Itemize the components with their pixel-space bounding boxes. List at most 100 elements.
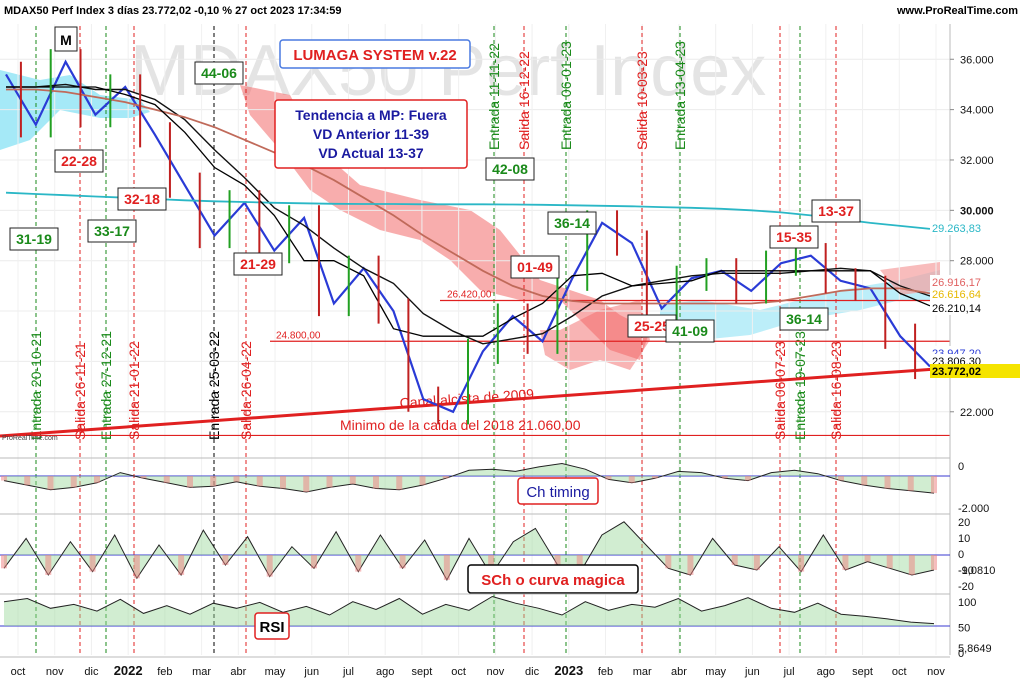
trend-line2: VD Anterior 11-39 — [313, 126, 429, 142]
x-tick-label: 2022 — [114, 663, 143, 678]
event-label: Entrada 20-10-21 — [28, 331, 44, 440]
x-tick-label: mar — [192, 666, 211, 678]
trend-box — [274, 99, 468, 169]
indicator-line — [3, 595, 935, 625]
count-box-label: 42-08 — [492, 161, 528, 177]
x-tick-label: jun — [303, 666, 319, 678]
event-label: Entrada 19-07-23 — [792, 331, 808, 440]
x-tick-label: oct — [451, 666, 466, 678]
event-label: Salida 26-11-21 — [72, 342, 88, 440]
indicator-area — [4, 596, 934, 626]
count-box — [194, 61, 244, 85]
indicator-label-box — [517, 477, 599, 505]
count-box-label: 31-19 — [16, 231, 52, 247]
m-box — [54, 26, 78, 52]
price-tag-label: 26.210,14 — [932, 303, 981, 315]
x-tick-label: jun — [744, 666, 760, 678]
x-tick-label: oct — [11, 666, 26, 678]
count-box — [54, 149, 104, 173]
indicator-tick-label: 0 — [958, 461, 964, 473]
price-tag-bg — [930, 275, 1020, 289]
header-site[interactable]: www.ProRealTime.com — [896, 5, 1018, 17]
count-box — [811, 199, 861, 223]
count-box — [510, 255, 560, 279]
event-label: Entrada 25-03-22 — [206, 331, 222, 440]
count-box-label: 36-14 — [554, 215, 590, 231]
pink-cloud-right — [880, 262, 940, 295]
x-tick-label: dic — [525, 666, 540, 678]
price-tag-label: 26.916,17 — [932, 277, 981, 289]
x-axis: oct nov dic 2022 feb mar abr may jun jul ago sept oc… — [0, 656, 950, 678]
count-box — [233, 252, 283, 276]
trend-line1: Tendencia a MP: Fuera — [295, 107, 447, 123]
y-tick-label: 34.000 — [960, 105, 994, 117]
indicator-tick-label: 0 — [958, 648, 964, 660]
x-tick-label: abr — [671, 666, 687, 678]
indicator-tick-label: -2.000 — [958, 503, 989, 515]
count-box — [117, 187, 167, 211]
indicator-area — [4, 521, 934, 580]
count-box-label: 01-49 — [517, 259, 553, 275]
y-tick-label: 36.000 — [960, 54, 994, 66]
level-label-24800: 24.800,00 — [276, 330, 321, 341]
count-box — [9, 227, 59, 251]
annotation-labels: LUMAGA SYSTEM v.22 Tendencia a MP: Fuera V… — [54, 26, 471, 169]
small-logo: ProRealTime.com — [2, 435, 58, 442]
indicator-tick-label: 50 — [958, 623, 970, 635]
indicator-label: Ch timing — [526, 484, 589, 501]
indicator-tick-label: -10 — [958, 565, 974, 577]
event-label: Entrada 11-11-22 — [486, 43, 502, 150]
event-label: Entrada 06-01-23 — [558, 41, 574, 150]
x-tick-label: dic — [84, 666, 99, 678]
event-label: Salida 26-04-22 — [238, 341, 254, 440]
x-tick-label: jul — [783, 666, 795, 678]
count-box-label: 13-37 — [818, 203, 854, 219]
x-tick-label: nov — [927, 666, 945, 678]
price-tag-bg — [930, 364, 1020, 378]
count-box-label: 25-25 — [634, 318, 670, 334]
event-lines: Entrada 20-10-21 Salida 26-11-21 Entrada 2… — [28, 26, 844, 655]
header-title: MDAX50 Perf Index 3 días 23.772,02 -0,10… — [4, 5, 342, 17]
count-box-label: 32-18 — [124, 191, 160, 207]
x-tick-label: sept — [412, 666, 433, 678]
event-label: Salida 21-01-22 — [126, 341, 142, 440]
count-box-label: 41-09 — [672, 323, 708, 339]
series-line — [6, 86, 931, 337]
event-label: Salida 16-08-23 — [828, 341, 844, 440]
count-box-label: 15-35 — [776, 229, 812, 245]
m-label: M — [60, 32, 72, 48]
x-tick-label: oct — [892, 666, 907, 678]
y-tick-label: 32.000 — [960, 155, 994, 167]
event-label: Entrada 13-04-23 — [672, 41, 688, 150]
y-tick-label: 22.000 — [960, 407, 994, 419]
price-tag-label: 26.616,64 — [932, 289, 981, 301]
x-tick-label: abr — [230, 666, 246, 678]
indicator-label: SCh o curva magica — [481, 572, 625, 589]
x-tick-label: ago — [376, 666, 394, 678]
canal-line — [0, 366, 951, 438]
series-line — [6, 83, 931, 345]
indicator-label-box — [467, 564, 639, 594]
x-tick-label: 2023 — [554, 663, 583, 678]
count-box-label: 22-28 — [61, 153, 97, 169]
indicator-label: RSI — [259, 619, 284, 636]
x-tick-label: feb — [157, 666, 172, 678]
indicator-line — [3, 521, 935, 581]
price-tags: 29.263,8326.916,1726.616,6426.210,1423.9… — [930, 221, 1020, 378]
x-tick-label: sept — [852, 666, 873, 678]
indicator-value-tag: -9,0810 — [958, 565, 995, 577]
indicator-tick-label: -20 — [958, 581, 974, 593]
count-box — [87, 219, 137, 243]
minimo-label: Minimo de la caida del 2018 21.060,00 — [340, 417, 581, 433]
event-label: Salida 16-12-22 — [516, 51, 532, 150]
count-box-label: 44-06 — [201, 65, 237, 81]
count-box-label: 36-14 — [786, 311, 822, 327]
count-box — [547, 211, 597, 235]
count-box-label: 33-17 — [94, 223, 130, 239]
x-tick-label: nov — [46, 666, 64, 678]
x-tick-label: nov — [486, 666, 504, 678]
trend-line3: VD Actual 13-37 — [318, 145, 424, 161]
x-tick-label: may — [265, 666, 286, 678]
y-tick-label: 28.000 — [960, 256, 994, 268]
